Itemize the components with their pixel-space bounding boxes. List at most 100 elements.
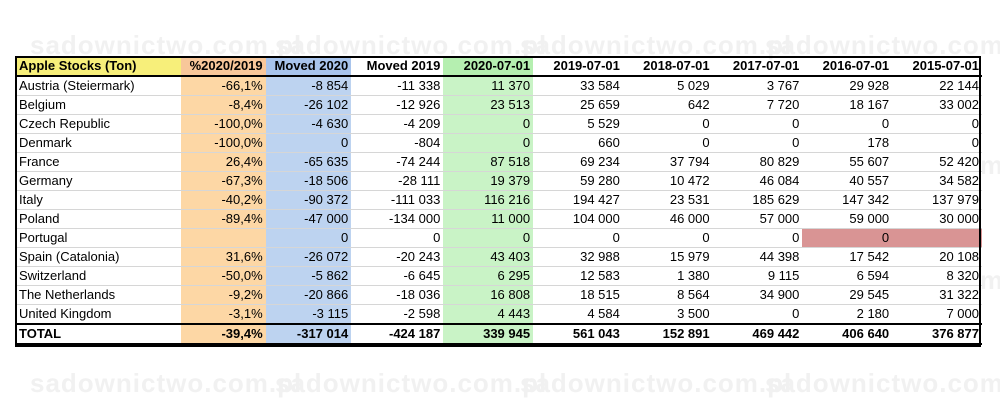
- percent-change-cell: -66,1%: [181, 76, 266, 96]
- stock-2017-07-01-cell: 80 829: [712, 152, 803, 172]
- table-row: Portugal 0 0 0 0 0 0 0: [16, 228, 982, 248]
- stock-2016-07-01-cell: 6 594: [802, 266, 893, 286]
- country-cell: Switzerland: [16, 266, 182, 286]
- moved-2020-cell: -90 372: [265, 190, 352, 210]
- moved-2020-cell: 0: [265, 228, 352, 248]
- table-row: The Netherlands -9,2% -20 866 -18 036 16 808…: [16, 285, 982, 305]
- stock-2018-07-01-cell: 15 979: [622, 247, 713, 267]
- header-moved-2019: Moved 2019: [351, 57, 444, 77]
- total-label: TOTAL: [16, 323, 182, 345]
- stock-2015-07-01-cell: 34 582: [892, 171, 982, 191]
- stock-2019-07-01-cell: 25 659: [533, 95, 623, 115]
- stock-2018-07-01-cell: 8 564: [622, 285, 713, 305]
- percent-change-cell: -50,0%: [181, 266, 266, 286]
- stock-2016-07-01-cell: 29 545: [802, 285, 893, 305]
- stock-2020-07-01-cell: 116 216: [443, 190, 534, 210]
- stock-2017-07-01-cell: 46 084: [712, 171, 803, 191]
- moved-2019-cell: -4 209: [351, 114, 444, 134]
- stock-2016-07-01-cell: 18 167: [802, 95, 893, 115]
- table-row: Italy -40,2% -90 372 -111 033 116 216 194 427…: [16, 190, 982, 210]
- moved-2019-cell: -18 036: [351, 285, 444, 305]
- stock-2017-07-01-cell: 3 767: [712, 76, 803, 96]
- header-stock-2018-07-01: 2018-07-01: [622, 57, 713, 77]
- stock-2016-07-01-cell: 55 607: [802, 152, 893, 172]
- stock-2015-07-01-cell: 7 000: [892, 304, 982, 325]
- moved-2019-cell: -11 338: [351, 76, 444, 96]
- percent-change-cell: -89,4%: [181, 209, 266, 229]
- moved-2020-cell: -47 000: [265, 209, 352, 229]
- stock-2017-07-01-cell: 185 629: [712, 190, 803, 210]
- table-row: Switzerland -50,0% -5 862 -6 645 6 295 12 583…: [16, 266, 982, 286]
- stock-2019-07-01-cell: 18 515: [533, 285, 623, 305]
- table-row: Spain (Catalonia) 31,6% -26 072 -20 243 43 4…: [16, 247, 982, 267]
- stock-2018-07-01-cell: 3 500: [622, 304, 713, 325]
- stock-2019-07-01-cell: 12 583: [533, 266, 623, 286]
- stock-2019-07-01-cell: 194 427: [533, 190, 623, 210]
- stock-2018-07-01-cell: 1 380: [622, 266, 713, 286]
- stock-2020-07-01-cell: 4 443: [443, 304, 534, 325]
- moved-2020-cell: -8 854: [265, 76, 352, 96]
- country-cell: Spain (Catalonia): [16, 247, 182, 267]
- moved-2019-cell: -28 111: [351, 171, 444, 191]
- stock-2018-07-01-cell: 642: [622, 95, 713, 115]
- stock-2019-07-01-cell: 32 988: [533, 247, 623, 267]
- stock-2015-07-01-cell: 52 420: [892, 152, 982, 172]
- stock-2017-07-01-cell: 34 900: [712, 285, 803, 305]
- stock-2019-07-01-cell: 59 280: [533, 171, 623, 191]
- header-stock-2015-07-01: 2015-07-01: [892, 57, 982, 77]
- stock-2016-07-01-cell: 17 542: [802, 247, 893, 267]
- stock-2019-07-01-cell: 660: [533, 133, 623, 153]
- country-cell: Italy: [16, 190, 182, 210]
- stock-2015-07-01-cell: 0: [892, 114, 982, 134]
- moved-2020-cell: -26 102: [265, 95, 352, 115]
- header-stock-2020-07-01: 2020-07-01: [443, 57, 534, 77]
- stock-2017-07-01-cell: 57 000: [712, 209, 803, 229]
- moved-2019-cell: -6 645: [351, 266, 444, 286]
- total-stock-2017-07-01: 469 442: [712, 323, 803, 345]
- stock-2020-07-01-cell: 23 513: [443, 95, 534, 115]
- stock-2018-07-01-cell: 46 000: [622, 209, 713, 229]
- moved-2019-cell: -2 598: [351, 304, 444, 325]
- stock-2020-07-01-cell: 16 808: [443, 285, 534, 305]
- stock-2019-07-01-cell: 5 529: [533, 114, 623, 134]
- percent-change-cell: -3,1%: [181, 304, 266, 325]
- stock-2020-07-01-cell: 43 403: [443, 247, 534, 267]
- stock-2016-07-01-cell: 147 342: [802, 190, 893, 210]
- stock-2017-07-01-cell: 44 398: [712, 247, 803, 267]
- country-cell: Poland: [16, 209, 182, 229]
- country-cell: Portugal: [16, 228, 182, 248]
- total-stock-2018-07-01: 152 891: [622, 323, 713, 345]
- stock-2016-07-01-cell: 40 557: [802, 171, 893, 191]
- stock-2016-07-01-cell: 178: [802, 133, 893, 153]
- stock-2015-07-01-cell: 20 108: [892, 247, 982, 267]
- stock-2019-07-01-cell: 33 584: [533, 76, 623, 96]
- stock-2019-07-01-cell: 4 584: [533, 304, 623, 325]
- header-country: Apple Stocks (Ton): [16, 57, 182, 77]
- stock-2017-07-01-cell: 0: [712, 114, 803, 134]
- table-row: Czech Republic -100,0% -4 630 -4 209 0 5 529 0…: [16, 114, 982, 134]
- moved-2020-cell: -20 866: [265, 285, 352, 305]
- stock-2019-07-01-cell: 0: [533, 228, 623, 248]
- stock-2015-07-01-cell: 30 000: [892, 209, 982, 229]
- moved-2020-cell: -65 635: [265, 152, 352, 172]
- country-cell: Austria (Steiermark): [16, 76, 182, 96]
- stock-2018-07-01-cell: 23 531: [622, 190, 713, 210]
- table-row: Denmark -100,0% 0 -804 0 660 0 0 178 0: [16, 133, 982, 153]
- stock-2020-07-01-cell: 11 000: [443, 209, 534, 229]
- header-percent-change: %2020/2019: [181, 57, 266, 77]
- moved-2020-cell: -5 862: [265, 266, 352, 286]
- total-percent-change: -39,4%: [181, 323, 266, 345]
- total-stock-2016-07-01: 406 640: [802, 323, 893, 345]
- moved-2019-cell: -134 000: [351, 209, 444, 229]
- stock-2015-07-01-cell: 33 002: [892, 95, 982, 115]
- percent-change-cell: -100,0%: [181, 114, 266, 134]
- stock-2020-07-01-cell: 87 518: [443, 152, 534, 172]
- stock-2015-07-01-cell: 0: [892, 133, 982, 153]
- percent-change-cell: -8,4%: [181, 95, 266, 115]
- stock-2016-07-01-cell: 29 928: [802, 76, 893, 96]
- country-cell: Germany: [16, 171, 182, 191]
- stock-2015-07-01-cell: 31 322: [892, 285, 982, 305]
- percent-change-cell: 31,6%: [181, 247, 266, 267]
- stock-2018-07-01-cell: 0: [622, 133, 713, 153]
- stock-2019-07-01-cell: 104 000: [533, 209, 623, 229]
